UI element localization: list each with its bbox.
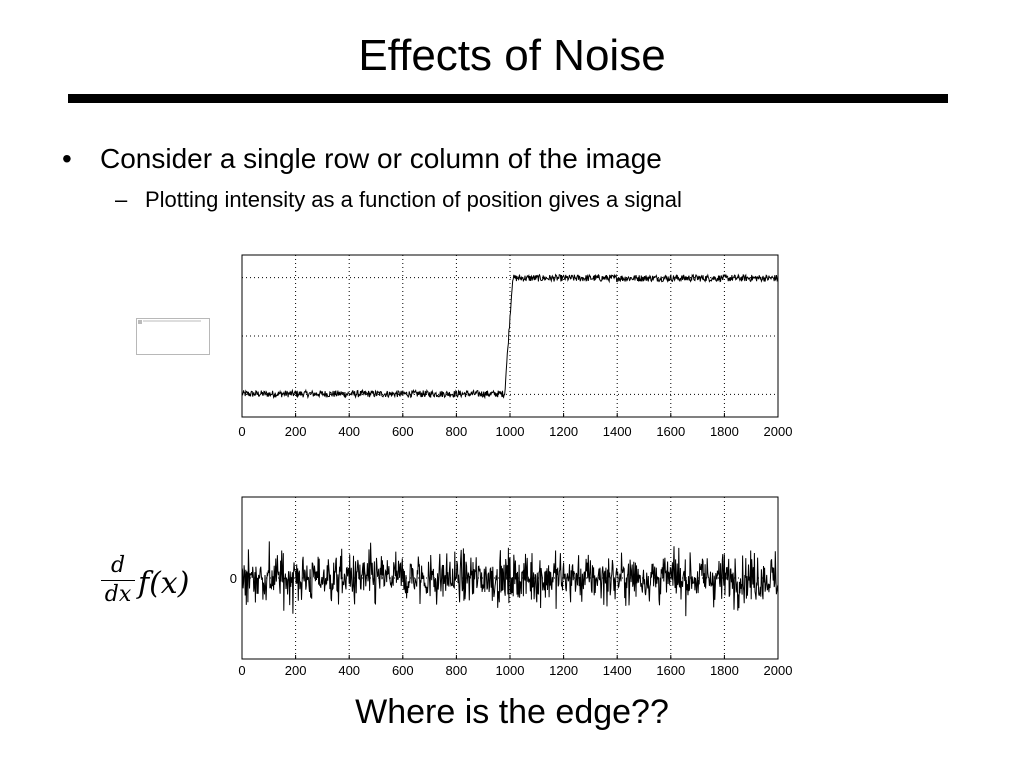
sub-bullet-text-1: Plotting intensity as a function of posi… bbox=[145, 187, 682, 212]
function-expression: f(x) bbox=[138, 566, 190, 601]
y-tick-label: 0 bbox=[230, 571, 237, 586]
series-line-1 bbox=[241, 541, 779, 617]
x-tick-label: 1000 bbox=[496, 663, 525, 678]
bullet-marker: • bbox=[62, 143, 72, 174]
x-tick-label: 400 bbox=[338, 424, 360, 439]
x-tick-label: 2000 bbox=[764, 663, 793, 678]
slide-title: Effects of Noise bbox=[358, 31, 666, 80]
bullet-point-1: • Consider a single row or column of the … bbox=[62, 142, 662, 176]
placeholder-text-line bbox=[143, 320, 201, 322]
title-underline bbox=[68, 94, 948, 103]
series-line-1 bbox=[241, 273, 779, 400]
x-tick-label: 1800 bbox=[710, 663, 739, 678]
chart-2: 0 200 400 600 800 1000 1200 1400 1600 1800 2000 0 bbox=[230, 496, 793, 678]
x-tick-label: 1800 bbox=[710, 424, 739, 439]
x-tick-label: 2000 bbox=[764, 424, 793, 439]
x-tick-label: 1200 bbox=[549, 663, 578, 678]
x-tick-label: 1600 bbox=[656, 424, 685, 439]
x-tick-label: 1200 bbox=[549, 424, 578, 439]
x-tick-label: 1000 bbox=[496, 424, 525, 439]
chart-1: 0 200 400 600 800 1000 1200 1400 1600 1800 2000 bbox=[238, 254, 793, 439]
fraction-numerator: d bbox=[110, 553, 126, 578]
x-tick-label: 0 bbox=[238, 663, 245, 678]
bullet-text-1: Consider a single row or column of the i… bbox=[100, 143, 662, 174]
x-tick-label: 600 bbox=[392, 424, 414, 439]
sub-bullet-marker: – bbox=[115, 187, 128, 212]
derivative-fraction: d dx bbox=[98, 554, 138, 607]
x-tick-label: 200 bbox=[285, 424, 307, 439]
x-tick-label: 1600 bbox=[656, 663, 685, 678]
sub-bullet-point-1: – Plotting intensity as a function of pos… bbox=[115, 186, 682, 214]
x-tick-label: 600 bbox=[392, 663, 414, 678]
fraction-bar bbox=[101, 580, 135, 581]
x-tick-label: 0 bbox=[238, 424, 245, 439]
x-tick-label: 1400 bbox=[603, 424, 632, 439]
x-tick-label: 800 bbox=[446, 424, 468, 439]
broken-image-placeholder bbox=[136, 318, 210, 355]
broken-image-icon bbox=[138, 320, 142, 324]
x-tick-label: 400 bbox=[338, 663, 360, 678]
x-tick-label: 200 bbox=[285, 663, 307, 678]
slide-caption: Where is the edge?? bbox=[355, 693, 669, 731]
derivative-formula: d dx f(x) bbox=[98, 554, 218, 614]
x-tick-label: 1400 bbox=[603, 663, 632, 678]
x-tick-label: 800 bbox=[446, 663, 468, 678]
fraction-denominator: dx bbox=[104, 582, 132, 607]
